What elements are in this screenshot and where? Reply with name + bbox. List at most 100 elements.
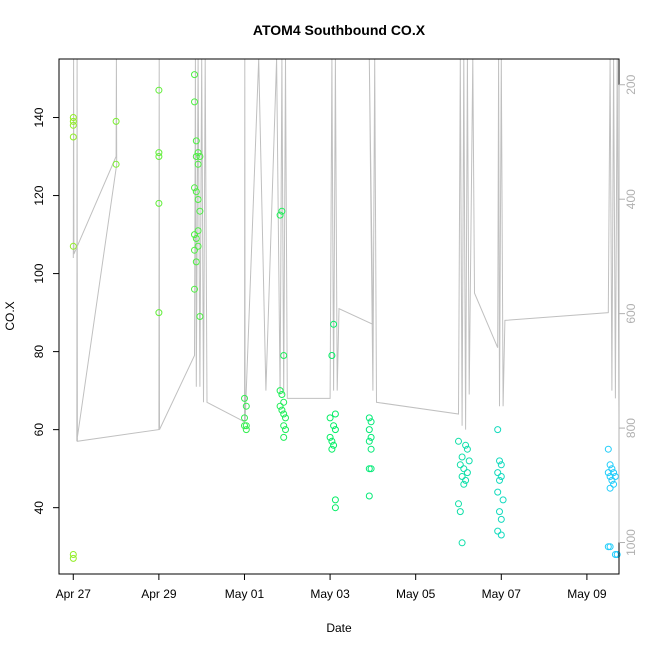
data-point: [367, 433, 375, 441]
data-point: [497, 473, 505, 480]
data-point: [69, 551, 77, 558]
data-point: [455, 500, 462, 508]
data-point: [155, 153, 163, 160]
data-point: [191, 98, 198, 106]
data-point: [155, 309, 163, 317]
data-point: [608, 465, 616, 473]
data-point: [462, 441, 470, 449]
data-point: [496, 508, 503, 516]
data-point: [606, 473, 614, 480]
data-point: [613, 551, 621, 558]
data-point: [192, 137, 200, 145]
data-point: [494, 469, 502, 477]
data-point: [463, 445, 471, 453]
data-point: [192, 258, 200, 266]
data-point: [194, 227, 202, 235]
data-point: [191, 184, 198, 192]
data-point: [276, 211, 284, 219]
x-tick-label: Apr 29: [141, 587, 177, 601]
data-point: [455, 437, 462, 445]
data-point: [280, 433, 288, 441]
x-tick-label: May 03: [310, 587, 350, 601]
data-point: [365, 437, 373, 445]
data-point: [331, 410, 339, 418]
x-axis: Apr 27 Apr 29 May 01 May 03 May 05 May 07 May …: [56, 574, 607, 601]
data-point: [69, 133, 77, 141]
data-point: [69, 554, 77, 562]
data-point: [69, 242, 77, 250]
data-point: [606, 461, 614, 469]
data-point: [494, 426, 502, 434]
data-point: [196, 153, 204, 160]
data-point: [112, 117, 120, 125]
data-point: [155, 86, 163, 94]
data-point: [606, 543, 614, 551]
data-point: [280, 422, 288, 430]
data-point: [365, 492, 373, 500]
data-point: [69, 117, 77, 125]
data-point: [241, 422, 248, 430]
data-point: [194, 242, 202, 250]
data-point: [69, 121, 77, 129]
data-point: [326, 433, 334, 441]
data-point: [610, 469, 618, 477]
data-point: [465, 457, 473, 465]
data-point: [242, 426, 250, 434]
right-tick-label: 600: [624, 303, 638, 323]
data-point: [460, 480, 468, 488]
x-tick-label: May 09: [567, 587, 607, 601]
data-point: [367, 465, 375, 473]
data-point: [191, 71, 198, 79]
x-tick-label: May 07: [482, 587, 522, 601]
data-point: [276, 387, 284, 395]
data-point: [278, 406, 286, 414]
data-point: [191, 285, 198, 293]
data-point: [456, 508, 464, 516]
data-point: [610, 480, 618, 488]
data-point: [112, 160, 120, 168]
data-point: [494, 488, 502, 496]
data-point: [330, 441, 338, 449]
data-point: [282, 426, 289, 434]
data-point: [331, 426, 339, 434]
data-point: [456, 461, 464, 469]
profile-line-layer: [72, 58, 620, 442]
data-point: [155, 199, 163, 207]
data-point: [458, 453, 466, 461]
data-point: [499, 496, 507, 504]
y-tick-label: 120: [32, 185, 46, 205]
data-point: [155, 149, 163, 157]
data-point: [194, 196, 202, 203]
data-point: [192, 235, 200, 242]
data-point: [242, 402, 250, 410]
y-tick-label: 60: [32, 423, 46, 437]
data-point: [278, 207, 286, 215]
data-point: [367, 445, 375, 453]
data-point: [458, 539, 466, 547]
data-point: [241, 414, 248, 422]
data-point: [611, 473, 619, 480]
data-point: [191, 231, 198, 239]
x-tick-label: May 05: [396, 587, 436, 601]
y-tick-label: 140: [32, 107, 46, 127]
data-point: [194, 149, 202, 157]
data-point: [69, 114, 77, 121]
points-layer: [69, 71, 621, 562]
data-point: [496, 457, 503, 465]
data-point: [280, 398, 288, 406]
data-point: [280, 352, 288, 359]
right-tick-label: 400: [624, 189, 638, 209]
data-point: [497, 531, 505, 539]
data-point: [608, 476, 616, 484]
data-point: [496, 476, 503, 484]
data-point: [497, 515, 505, 523]
data-point: [365, 414, 373, 422]
right-tick-label: 1000: [624, 529, 638, 556]
data-point: [328, 445, 336, 453]
y-tick-label: 80: [32, 345, 46, 359]
y-tick-label: 100: [32, 263, 46, 283]
x-tick-label: Apr 27: [56, 587, 92, 601]
data-point: [494, 527, 502, 535]
x-tick-label: May 01: [225, 587, 265, 601]
